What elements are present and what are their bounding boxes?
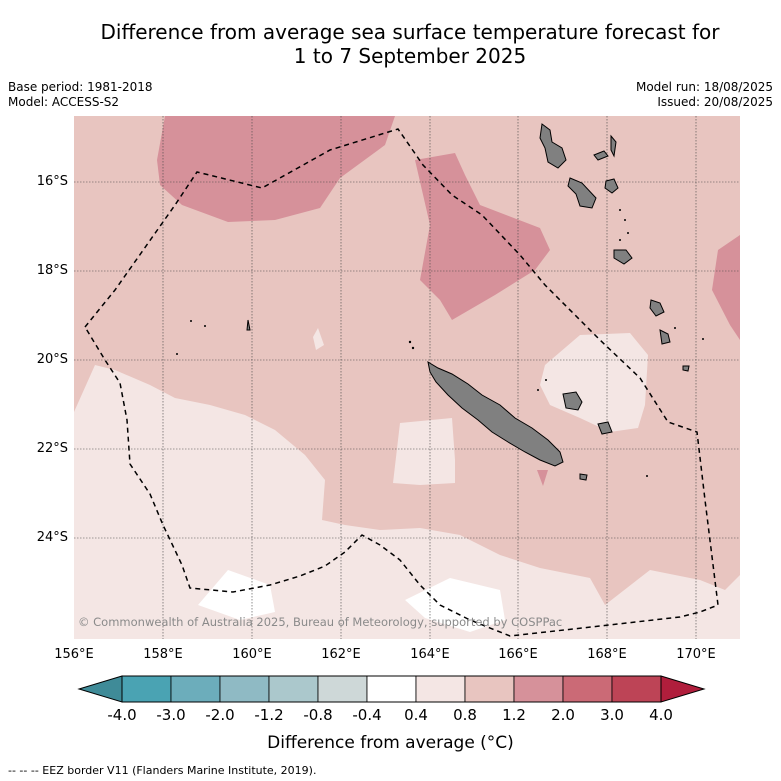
colorbar-cell	[464, 675, 515, 703]
colorbar-cell	[317, 675, 368, 703]
island-loyalty	[562, 391, 583, 411]
lat-label: 18°S	[36, 263, 68, 278]
lon-label: 162°E	[321, 647, 361, 662]
anomaly-band-0-4-0-8	[222, 513, 234, 528]
meta-right: Model run: 18/08/2025 Issued: 20/08/2025	[636, 80, 773, 110]
colorbar-cells	[121, 675, 662, 703]
chart-title-line2: 1 to 7 September 2025	[293, 44, 527, 68]
island-loyalty	[579, 473, 588, 481]
colorbar-tick-label: -1.2	[254, 706, 284, 724]
colorbar-cell	[415, 675, 466, 703]
island-small	[682, 365, 690, 372]
anomaly-band-neutral	[198, 570, 275, 620]
land-masses	[246, 123, 690, 481]
colorbar-cell	[611, 675, 662, 703]
island-loyalty	[597, 421, 613, 435]
lon-label: 160°E	[232, 647, 272, 662]
colorbar	[77, 675, 706, 703]
lon-label: 168°E	[587, 647, 627, 662]
lon-label: 156°E	[54, 647, 94, 662]
lat-label: 20°S	[36, 352, 68, 367]
anomaly-band-1-2-2-0	[537, 470, 548, 486]
anomaly-band-1-2-2-0	[157, 116, 395, 222]
colorbar-cell	[562, 675, 613, 703]
island-vanuatu	[567, 177, 597, 209]
anomaly-band-0-4-0-8	[393, 418, 455, 485]
colorbar-tick-label: -3.0	[156, 706, 186, 724]
anomaly-band-1-2-2-0	[415, 153, 550, 320]
island-vanuatu-north	[539, 123, 567, 169]
colorbar-tick-label: -0.4	[352, 706, 382, 724]
colorbar-label: Difference from average (°C)	[267, 733, 514, 753]
map-area	[74, 116, 740, 639]
colorbar-cell	[121, 675, 172, 703]
colorbar-tick-label: 2.0	[551, 706, 575, 724]
island-vanuatu	[613, 249, 633, 265]
colorbar-cell	[366, 675, 417, 703]
colorbar-tick-label: 0.4	[404, 706, 428, 724]
colorbar-cell	[170, 675, 221, 703]
lon-label: 158°E	[143, 647, 183, 662]
copyright-text: © Commonwealth of Australia 2025, Bureau…	[78, 615, 563, 629]
anomaly-band-0-4-0-8	[313, 328, 324, 350]
island-hunter	[659, 329, 671, 345]
eez-border	[84, 128, 719, 637]
base-period: Base period: 1981-2018	[8, 80, 153, 94]
model-name: Model: ACCESS-S2	[8, 95, 120, 109]
colorbar-tick-label: -4.0	[107, 706, 137, 724]
lon-label: 164°E	[410, 647, 450, 662]
colorbar-tick-label: 0.8	[453, 706, 477, 724]
colorbar-cell	[219, 675, 270, 703]
colorbar-under-arrow	[77, 675, 123, 703]
colorbar-outline	[121, 675, 662, 703]
colorbar-tick-label: 3.0	[600, 706, 624, 724]
lat-label: 16°S	[36, 174, 68, 189]
small-islets	[176, 209, 704, 477]
lon-label: 170°E	[676, 647, 716, 662]
issued-date: Issued: 20/08/2025	[657, 95, 773, 109]
island-vanuatu	[593, 150, 609, 161]
eez-footnote: -- -- -- EEZ border V11 (Flanders Marine…	[8, 764, 317, 777]
anomaly-band-0-4-0-8	[74, 365, 740, 639]
lat-label: 24°S	[36, 530, 68, 545]
meta-left: Base period: 1981-2018 Model: ACCESS-S2	[8, 80, 153, 110]
colorbar-tick-label: 1.2	[502, 706, 526, 724]
model-run: Model run: 18/08/2025	[635, 80, 773, 94]
colorbar-cell	[513, 675, 564, 703]
island-matthew	[649, 299, 665, 317]
lat-label: 22°S	[36, 441, 68, 456]
colorbar-cell	[268, 675, 319, 703]
island-small	[246, 319, 251, 331]
colorbar-over-arrow	[660, 675, 706, 703]
anomaly-band-1-2-2-0	[712, 235, 740, 340]
chart-title-line1: Difference from average sea surface temp…	[100, 20, 720, 44]
island-vanuatu	[610, 134, 617, 158]
colorbar-tick-label: -0.8	[303, 706, 333, 724]
island-vanuatu	[604, 178, 619, 194]
island-new-caledonia	[427, 360, 564, 467]
lon-label: 166°E	[498, 647, 538, 662]
colorbar-tick-label: 4.0	[649, 706, 673, 724]
map-gridlines	[74, 116, 740, 639]
colorbar-tick-label: -2.0	[205, 706, 235, 724]
